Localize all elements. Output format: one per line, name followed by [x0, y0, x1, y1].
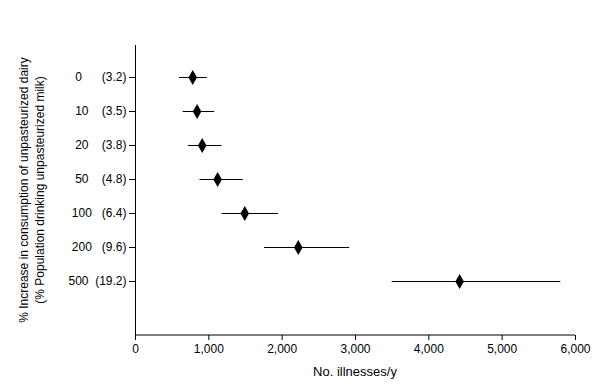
svg-text:10 (3.5): 10 (3.5) — [75, 104, 126, 118]
svg-text:No. illnesses/y: No. illnesses/y — [313, 364, 397, 379]
svg-text:20 (3.8): 20 (3.8) — [75, 138, 126, 152]
svg-text:2,000: 2,000 — [267, 342, 297, 356]
svg-text:500 (19.2): 500 (19.2) — [68, 274, 126, 288]
svg-text:100 (6.4): 100 (6.4) — [72, 206, 127, 220]
svg-text:200 (9.6): 200 (9.6) — [72, 240, 127, 254]
svg-text:5,000: 5,000 — [487, 342, 517, 356]
svg-text:4,000: 4,000 — [414, 342, 444, 356]
svg-text:50 (4.8): 50 (4.8) — [75, 172, 126, 186]
svg-text:3,000: 3,000 — [340, 342, 370, 356]
svg-text:0: 0 — [132, 342, 139, 356]
svg-text:0 (3.2): 0 (3.2) — [75, 70, 126, 84]
svg-text:% Increase in consumption of u: % Increase in consumption of unpasteuriz… — [17, 57, 47, 322]
svg-text:6,000: 6,000 — [560, 342, 590, 356]
svg-text:1,000: 1,000 — [194, 342, 224, 356]
